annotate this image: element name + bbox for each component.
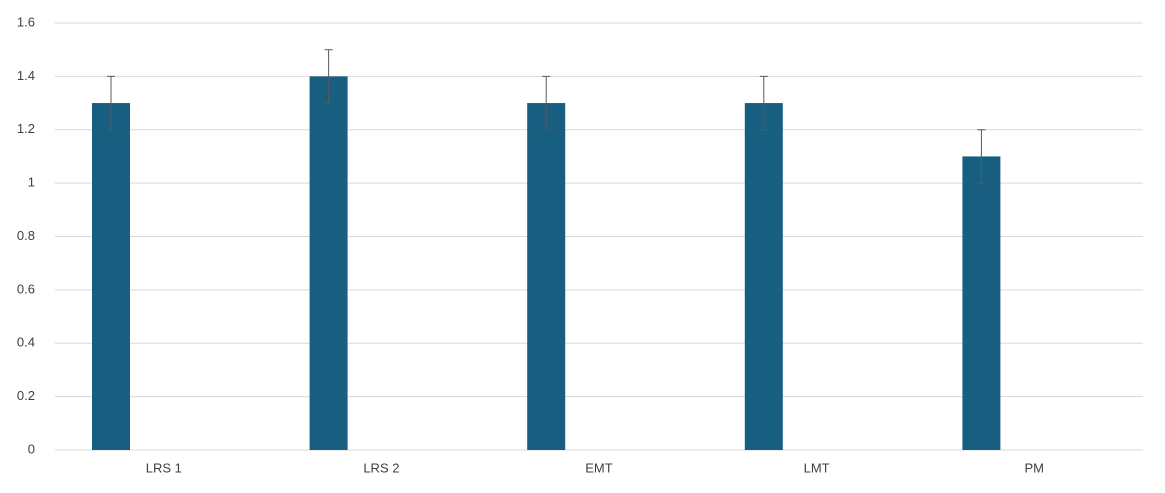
y-tick-label: 1.2: [17, 121, 35, 136]
bar: [527, 103, 566, 450]
y-tick-label: 1.4: [17, 68, 35, 83]
bar: [92, 103, 130, 450]
error-bar: [542, 75, 551, 131]
bar: [744, 103, 783, 450]
y-tick-label: 1.6: [17, 14, 35, 29]
y-tick-label: 0.4: [17, 335, 35, 350]
error-bar: [107, 75, 115, 131]
error-bar: [977, 129, 986, 184]
bar: [309, 76, 348, 450]
y-tick-label: 0.2: [17, 388, 35, 403]
y-tick-label: 0.6: [17, 281, 35, 296]
bar: [962, 156, 1001, 450]
x-tick-label: LRS 1: [146, 460, 182, 475]
y-tick-label: 0.8: [17, 228, 35, 243]
x-tick-label: PM: [1024, 460, 1044, 475]
y-tick-label: 0: [28, 441, 35, 456]
x-tick-label: LMT: [804, 460, 830, 475]
x-tick-label: EMT: [585, 460, 613, 475]
y-tick-label: 1: [28, 175, 35, 190]
error-bar: [759, 75, 768, 131]
x-tick-label: LRS 2: [363, 460, 399, 475]
error-bar: [324, 49, 333, 104]
